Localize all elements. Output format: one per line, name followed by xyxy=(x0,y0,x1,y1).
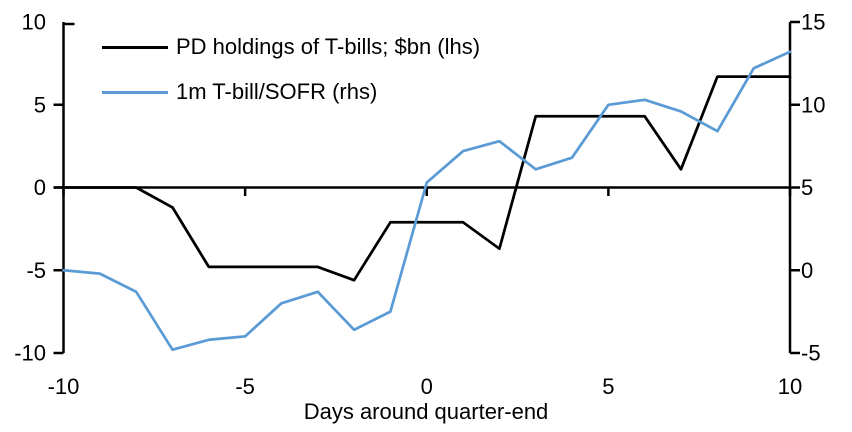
tick-label-x: -10 xyxy=(48,374,80,399)
tick-label-right: 10 xyxy=(801,92,825,117)
tick-label-right: 15 xyxy=(801,10,825,35)
tick-label-left: -5 xyxy=(26,258,46,283)
legend-line-sample-black xyxy=(102,46,168,49)
tick-label-left: 0 xyxy=(34,175,46,200)
tick-label-x: 0 xyxy=(421,374,433,399)
tick-label-x: 10 xyxy=(778,374,802,399)
tick-label-right: 0 xyxy=(801,258,813,283)
legend-item-pd-holdings: PD holdings of T-bills; $bn (lhs) xyxy=(102,34,480,61)
series-line-1m-t-bill-sofr-rhs xyxy=(62,50,792,352)
tick-label-x: 5 xyxy=(602,374,614,399)
tick-label-left: 10 xyxy=(22,10,46,35)
legend: PD holdings of T-bills; $bn (lhs) 1m T-b… xyxy=(102,34,480,106)
series-line-pd-holdings-of-t-bills-bn-lhs xyxy=(62,75,792,282)
tick-label-left: 5 xyxy=(34,92,46,117)
legend-line-sample-blue xyxy=(102,91,168,94)
legend-label-tbill-sofr: 1m T-bill/SOFR (rhs) xyxy=(176,79,378,105)
x-axis-title: Days around quarter-end xyxy=(303,399,549,424)
legend-label-pd-holdings: PD holdings of T-bills; $bn (lhs) xyxy=(176,34,481,60)
tick-label-left: -10 xyxy=(14,341,46,366)
tick-label-right: -5 xyxy=(801,341,821,366)
legend-item-tbill-sofr: 1m T-bill/SOFR (rhs) xyxy=(102,79,480,106)
tick-label-right: 5 xyxy=(801,175,813,200)
tick-label-x: -5 xyxy=(235,374,255,399)
